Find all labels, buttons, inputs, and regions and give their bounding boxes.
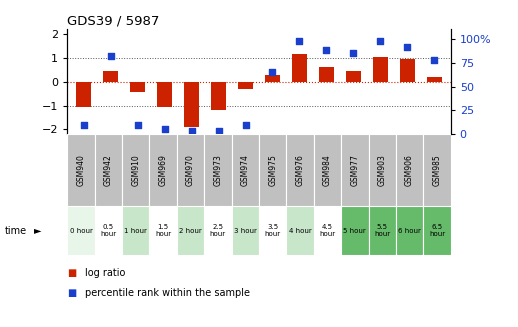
Bar	[150, 134, 177, 206]
Bar	[314, 206, 341, 255]
Text: GSM976: GSM976	[296, 154, 305, 186]
Text: percentile rank within the sample: percentile rank within the sample	[85, 288, 251, 298]
Bar	[76, 82, 91, 107]
Point	[79, 122, 88, 127]
Bar	[184, 82, 199, 127]
Bar	[232, 206, 259, 255]
Bar	[122, 206, 150, 255]
Text: ■: ■	[67, 268, 77, 278]
Text: log ratio: log ratio	[85, 268, 126, 278]
Bar	[396, 134, 423, 206]
Text: GSM973: GSM973	[213, 154, 222, 186]
Bar	[346, 71, 361, 82]
Text: 0.5
hour: 0.5 hour	[100, 224, 117, 237]
Text: 1.5
hour: 1.5 hour	[155, 224, 171, 237]
Text: 1 hour: 1 hour	[124, 228, 147, 233]
Bar	[368, 134, 396, 206]
Bar	[238, 82, 253, 89]
Bar	[423, 134, 451, 206]
Text: 4 hour: 4 hour	[289, 228, 311, 233]
Text: GDS39 / 5987: GDS39 / 5987	[67, 15, 160, 28]
Bar	[265, 75, 280, 82]
Point	[404, 44, 412, 49]
Text: 2.5
hour: 2.5 hour	[210, 224, 226, 237]
Text: 4.5
hour: 4.5 hour	[320, 224, 336, 237]
Point	[430, 57, 439, 62]
Point	[268, 70, 277, 75]
Bar	[396, 206, 423, 255]
Point	[295, 38, 304, 43]
Bar	[314, 134, 341, 206]
Text: GSM975: GSM975	[268, 154, 277, 186]
Bar	[286, 206, 314, 255]
Bar	[423, 206, 451, 255]
Text: 2 hour: 2 hour	[179, 228, 202, 233]
Bar	[204, 134, 232, 206]
Text: time: time	[5, 226, 27, 235]
Text: GSM985: GSM985	[433, 154, 441, 186]
Bar	[130, 82, 145, 93]
Text: GSM910: GSM910	[131, 154, 140, 186]
Bar	[122, 134, 150, 206]
Bar	[204, 206, 232, 255]
Bar	[103, 71, 118, 82]
Bar	[259, 206, 286, 255]
Bar	[95, 206, 122, 255]
Point	[241, 122, 250, 127]
Text: ►: ►	[34, 226, 41, 235]
Bar	[286, 134, 314, 206]
Text: 6.5
hour: 6.5 hour	[429, 224, 445, 237]
Text: GSM903: GSM903	[378, 154, 387, 186]
Point	[349, 51, 357, 56]
Text: GSM906: GSM906	[405, 154, 414, 186]
Bar	[373, 57, 388, 82]
Point	[161, 127, 169, 132]
Bar	[157, 82, 172, 107]
Text: GSM974: GSM974	[241, 154, 250, 186]
Point	[188, 129, 196, 134]
Bar	[211, 82, 226, 110]
Text: GSM942: GSM942	[104, 154, 113, 186]
Bar	[341, 134, 368, 206]
Text: GSM940: GSM940	[77, 154, 85, 186]
Text: GSM970: GSM970	[186, 154, 195, 186]
Bar	[67, 134, 95, 206]
Text: 3.5
hour: 3.5 hour	[265, 224, 281, 237]
Point	[322, 48, 330, 53]
Text: 6 hour: 6 hour	[398, 228, 421, 233]
Text: 5 hour: 5 hour	[343, 228, 366, 233]
Bar	[232, 134, 259, 206]
Bar	[292, 54, 307, 82]
Text: ■: ■	[67, 288, 77, 298]
Bar	[427, 77, 442, 82]
Bar	[400, 59, 415, 82]
Bar	[341, 206, 368, 255]
Point	[214, 129, 223, 134]
Text: 3 hour: 3 hour	[234, 228, 257, 233]
Bar	[177, 134, 204, 206]
Text: 0 hour: 0 hour	[69, 228, 93, 233]
Bar	[368, 206, 396, 255]
Bar	[150, 206, 177, 255]
Text: 5.5
hour: 5.5 hour	[374, 224, 390, 237]
Bar	[67, 206, 95, 255]
Text: GSM977: GSM977	[350, 154, 359, 186]
Text: GSM984: GSM984	[323, 154, 332, 186]
Bar	[95, 134, 122, 206]
Point	[106, 53, 114, 59]
Text: GSM969: GSM969	[159, 154, 168, 186]
Point	[133, 122, 141, 127]
Point	[377, 38, 385, 43]
Bar	[259, 134, 286, 206]
Bar	[319, 67, 334, 82]
Bar	[177, 206, 204, 255]
